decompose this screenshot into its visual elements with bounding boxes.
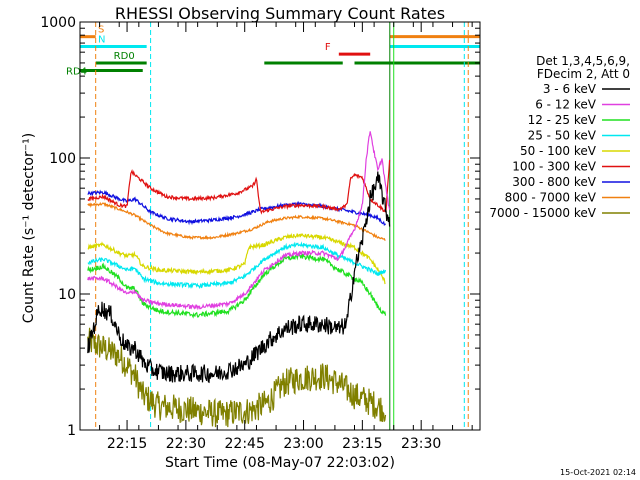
state-bar-label-s: S (98, 25, 104, 36)
series-line-50-100-kev (87, 232, 386, 285)
legend: Det 1,3,4,5,6,9,FDecim 2, Att 03 - 6 keV… (489, 54, 630, 220)
vertical-markers (79, 22, 469, 430)
legend-entry-label: 100 - 300 keV (512, 160, 596, 174)
series-line-100-300-kev (87, 159, 391, 215)
y-tick-label: 1000 (40, 15, 76, 31)
y-tick-label: 10 (58, 287, 76, 303)
legend-entry-label: 50 - 100 keV (520, 144, 597, 158)
legend-header: Det 1,3,4,5,6,9, (536, 54, 630, 68)
series-line-7000-15000-kev (87, 327, 387, 428)
state-bar-label-f: F (325, 42, 331, 53)
state-bar-label-rd4: RD4 (66, 66, 87, 77)
x-axis-label: Start Time (08-May-07 22:03:02) (165, 455, 395, 471)
x-tick-label: 22:30 (166, 436, 206, 452)
x-tick-label: 22:15 (107, 436, 147, 452)
y-tick-label: 100 (49, 151, 76, 167)
state-bars: SN F RD0 RD4 (66, 25, 480, 77)
legend-entry-label: 12 - 25 keV (528, 113, 597, 127)
chart-title: RHESSI Observing Summary Count Rates (115, 4, 445, 23)
axes: 1 10 100 1000 22:15 22:30 22:45 23:00 23:15 23:30 (40, 15, 481, 452)
x-tick-label: 23:00 (283, 436, 323, 452)
legend-header: FDecim 2, Att 0 (537, 67, 630, 81)
state-bar-label-rd0: RD0 (114, 51, 135, 62)
series-line-6-12-kev (87, 131, 391, 311)
legend-entry-label: 3 - 6 keV (543, 82, 597, 96)
x-tick-label: 22:45 (225, 436, 265, 452)
y-axis-label: Count Rate (s⁻¹ detector⁻¹) (21, 133, 37, 323)
legend-entry-label: 800 - 7000 keV (505, 191, 597, 205)
series-group (87, 131, 391, 428)
series-line-800-7000-kev (87, 201, 386, 241)
legend-entry-label: 300 - 800 keV (512, 175, 596, 189)
plot-frame (79, 21, 481, 431)
footer-timestamp: 15-Oct-2021 02:14 (560, 468, 636, 477)
series-line-12-25-kev (87, 251, 387, 319)
x-tick-label: 23:15 (342, 436, 382, 452)
series-line-25-50-kev (87, 241, 387, 290)
legend-entry-label: 25 - 50 keV (528, 129, 597, 143)
state-bar-label-n: N (98, 35, 105, 46)
legend-entry-label: 7000 - 15000 keV (489, 206, 596, 220)
series-line-3-6-kev (87, 171, 391, 384)
x-tick-label: 23:30 (401, 436, 441, 452)
legend-entry-label: 6 - 12 keV (535, 98, 597, 112)
y-tick-label: 1 (67, 423, 76, 439)
